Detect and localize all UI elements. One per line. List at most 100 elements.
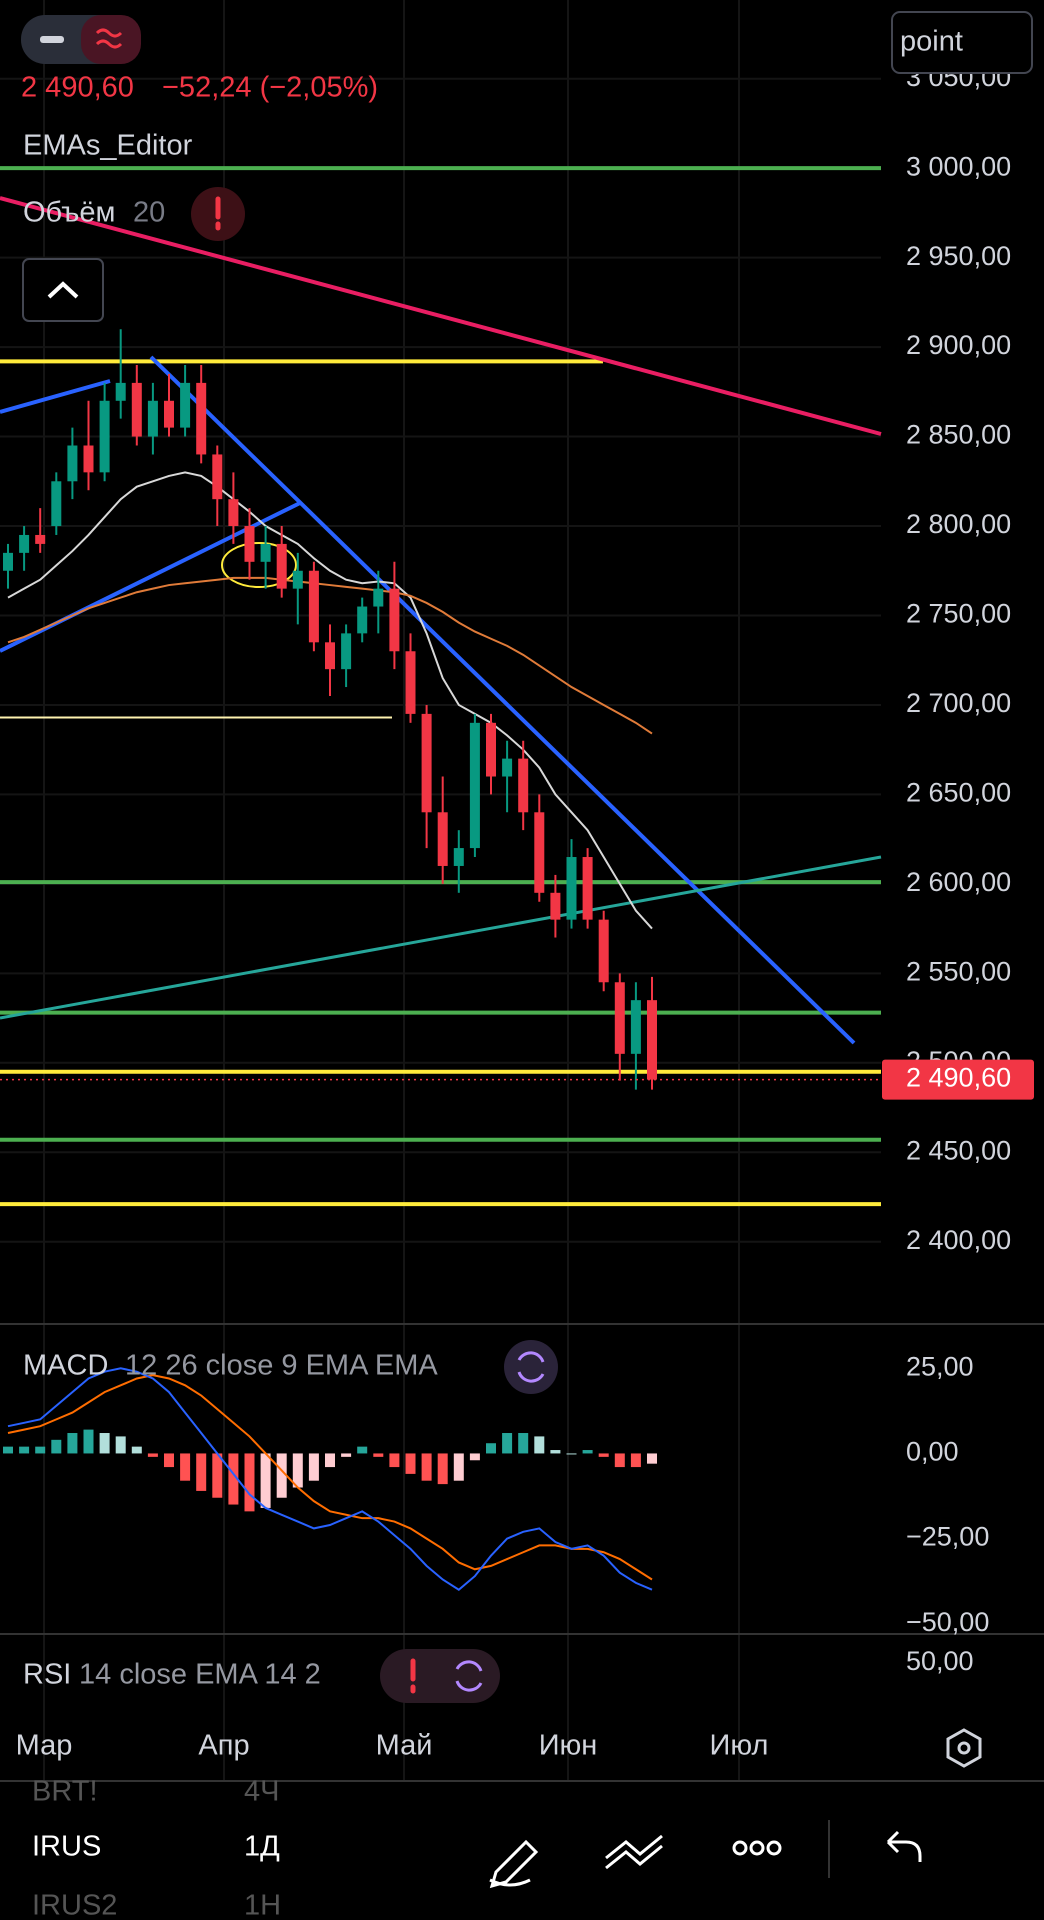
levels-layer [0,166,881,1207]
histogram-bar [260,1453,271,1508]
histogram-bar [341,1453,352,1457]
candle-body [51,481,62,527]
histogram-bar [131,1446,142,1454]
histogram-bar [51,1439,62,1454]
more-icon[interactable] [732,1840,748,1856]
symbol: BRT! [32,1776,98,1808]
y-tick-label: −25,00 [906,1522,989,1552]
interval: 1Д [244,1831,280,1863]
candle-body [614,982,625,1054]
histogram-bar [164,1453,174,1468]
candle-body [228,499,239,527]
time-label: Июл [710,1730,769,1762]
histogram-bar [534,1436,545,1454]
candle-body [35,534,46,544]
y-tick-label: 2 400,00 [906,1225,1011,1255]
histogram-bar [647,1453,657,1464]
histogram-bar [83,1429,94,1454]
trend-line [149,355,856,1045]
candle-body [196,382,207,455]
candle-body [566,857,577,920]
indicator-params: 20 [133,197,165,229]
y-tick-label: 3 000,00 [906,151,1011,181]
more-icon [749,1840,765,1856]
histogram-bar [486,1443,496,1454]
candle-body [437,812,448,866]
histogram-bar [469,1453,480,1461]
candle-body [260,543,271,562]
wave-icon [95,28,123,49]
candle-body [131,382,142,437]
candle-body [598,919,609,983]
histogram-bar [405,1453,416,1474]
lines-icon[interactable] [605,1834,663,1870]
candle-body [518,758,529,813]
y-tick-label: 2 950,00 [906,241,1011,271]
candle-body [115,382,126,401]
refresh-button[interactable] [504,1340,558,1394]
candle-body [180,382,191,428]
y-tick-label: −50,00 [906,1607,989,1637]
histogram-bar [35,1446,46,1454]
indicator-name: EMAs_Editor [23,130,193,162]
signal-line [7,1374,653,1581]
candle-body [83,445,94,473]
candle-body [147,400,158,437]
indicator-name: MACD [23,1350,108,1382]
indicator-params: 14 close EMA 14 2 [79,1659,321,1691]
histogram-bar [228,1453,239,1505]
histogram-bar [421,1453,432,1481]
histogram-bar [453,1453,464,1481]
grid-layer [0,0,881,1781]
histogram-bar [67,1433,78,1454]
button-group [380,1649,500,1703]
time-label: Мар [16,1730,73,1762]
candle-body [405,651,416,714]
histogram-bar [180,1453,191,1481]
y-tick-label: 2 700,00 [906,688,1011,718]
candle-body [308,570,319,643]
symbol: IRUS [32,1831,101,1863]
candle-body [534,812,545,893]
candle-body [582,857,593,920]
candle-body [212,454,223,500]
y-tick-label: 2 800,00 [906,509,1011,539]
settings-icon[interactable] [946,1728,982,1768]
histogram-bar [3,1446,13,1454]
histogram-bar [357,1446,368,1454]
candle-body [99,400,110,473]
candle-body [325,642,335,670]
candle-body [630,1000,641,1054]
y-tick-label: 2 600,00 [906,867,1011,897]
candle-body [3,552,13,571]
y-tick-label: 2 750,00 [906,599,1011,629]
histogram-bar [115,1436,126,1454]
histogram-bar [598,1453,609,1457]
time-label: Июн [539,1730,598,1762]
draw-icon[interactable] [489,1839,539,1889]
indicator-params: 12 26 close 9 EMA EMA [125,1350,438,1382]
price-tag [882,1059,1034,1100]
histogram-bar [437,1453,448,1485]
collapse-button[interactable] [22,258,104,322]
toggle-active[interactable] [81,15,141,64]
y-tick-label: 0,00 [906,1437,959,1467]
time-label: Апр [198,1730,249,1762]
refresh-icon[interactable] [455,1660,483,1692]
histogram-bar [325,1453,335,1468]
histogram-bar [502,1433,513,1454]
candle-body [389,588,400,652]
undo-icon[interactable] [886,1830,922,1862]
trend-line [0,379,111,414]
candle-body [550,892,561,920]
histogram-bar [308,1453,319,1481]
indicator-name: RSI [23,1659,71,1691]
histogram-bar [566,1453,577,1455]
y-tick-label: 50,00 [906,1646,974,1676]
text-input[interactable] [891,11,1033,74]
refresh-icon [517,1351,545,1383]
candle-body [341,633,352,670]
candle-body [19,534,30,553]
